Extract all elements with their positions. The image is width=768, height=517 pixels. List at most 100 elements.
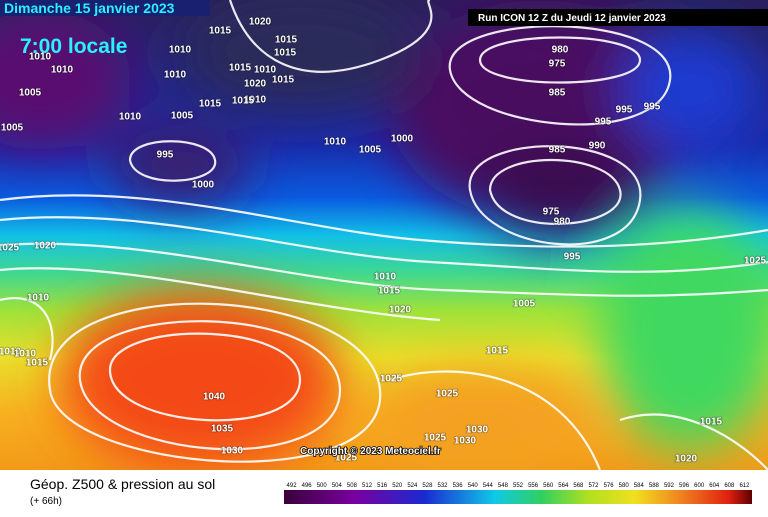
legend-title: Géop. Z500 & pression au sol: [30, 476, 215, 492]
isobar-label: 1005: [19, 88, 42, 99]
isobar-label: 1010: [164, 70, 187, 81]
isobar-label: 1035: [211, 424, 234, 435]
scale-label: 588: [649, 483, 660, 489]
isobar-label: 975: [543, 207, 560, 218]
scale-label: 556: [528, 483, 539, 489]
isobar-label: 1025: [335, 453, 358, 464]
isobar-label: 1010: [119, 112, 142, 123]
isobar-label: 975: [549, 59, 566, 70]
isobar-label: 980: [552, 45, 569, 56]
isobar-label: 1005: [359, 145, 382, 156]
isobar-label: 1010: [14, 349, 37, 360]
scale-label: 492: [287, 483, 298, 489]
isobar-label: 1020: [675, 454, 698, 465]
isobar-label: 995: [616, 105, 633, 116]
isobar-label: 1015: [486, 346, 509, 357]
isobar-label: 1010: [324, 137, 347, 148]
isobar-label: 980: [554, 217, 571, 228]
scale-label: 572: [588, 483, 599, 489]
field: [0, 0, 768, 471]
scale-label: 548: [498, 483, 509, 489]
scale-label: 512: [362, 483, 373, 489]
scale-label: 528: [422, 483, 433, 489]
isobar-label: 1030: [454, 436, 477, 447]
isobar-label: 995: [644, 102, 661, 113]
isobar-label: 1010: [51, 65, 74, 76]
isobar-label: 1010: [374, 272, 397, 283]
isobar-label: 1005: [171, 111, 194, 122]
isobar-labels: 1010101010101005100510101005101510101010…: [0, 0, 767, 465]
isobar-label: 995: [157, 150, 174, 161]
isobar-label: 1015: [209, 26, 232, 37]
isobar-label: 985: [549, 88, 566, 99]
isobar-label: 1040: [203, 392, 226, 403]
color-scale: [284, 490, 752, 504]
isobar-label: 985: [549, 145, 566, 156]
isobar-label: 1015: [199, 99, 222, 110]
isobar-label: 1015: [232, 96, 255, 107]
scale-label: 524: [407, 483, 418, 489]
isobar-label: 1025: [0, 243, 20, 254]
isobar-label: 1020: [34, 241, 57, 252]
isobar-label: 1015: [700, 417, 723, 428]
isobar-label: 990: [589, 141, 606, 152]
scale-label: 544: [483, 483, 494, 489]
scale-label: 600: [694, 483, 705, 489]
scale-label: 516: [377, 483, 388, 489]
isobar-label: 1015: [272, 75, 295, 86]
scale-label: 500: [317, 483, 328, 489]
scale-label: 536: [453, 483, 464, 489]
isobar-label: 1000: [391, 134, 414, 145]
isobar-label: 1025: [436, 389, 459, 400]
isobar-label: 1020: [244, 79, 267, 90]
scale-label: 580: [619, 483, 630, 489]
scale-label: 596: [679, 483, 690, 489]
isobar-label: 1010: [254, 65, 277, 76]
scale-label: 552: [513, 483, 524, 489]
isobar-label: 1025: [744, 256, 767, 267]
scale-label: 532: [438, 483, 449, 489]
scale-label: 576: [604, 483, 615, 489]
scale-label: 608: [724, 483, 735, 489]
isobar-label: 1010: [29, 52, 52, 63]
isobar-label: 1015: [229, 63, 252, 74]
scale-label: 560: [543, 483, 554, 489]
scale-label: 604: [709, 483, 720, 489]
isobar-label: 1030: [221, 446, 244, 457]
isobar-label: 995: [595, 117, 612, 128]
scale-label: 564: [558, 483, 569, 489]
isobar-label: 1010: [0, 347, 22, 358]
local-time: 7:00 locale: [20, 35, 127, 58]
isobar-label: 1010: [27, 293, 50, 304]
isobar-label: 1010: [244, 95, 267, 106]
map-date: Dimanche 15 janvier 2023: [4, 0, 175, 16]
isobar-label: 1015: [275, 35, 298, 46]
scale-label: 504: [332, 483, 343, 489]
isobar-label: 995: [564, 252, 581, 263]
copyright: Copyright © 2023 Meteociel.fr: [300, 446, 441, 457]
isobar-label: 1000: [192, 180, 215, 191]
scale-label: 592: [664, 483, 675, 489]
lead-time: (+ 66h): [30, 496, 62, 507]
isobar-label: 1010: [169, 45, 192, 56]
scale-label: 540: [468, 483, 479, 489]
isobar-label: 1005: [513, 299, 536, 310]
isobar-label: 1015: [26, 358, 49, 369]
isobar-label: 1025: [380, 374, 403, 385]
scale-label: 520: [392, 483, 403, 489]
scale-labels: 492 496 500 504 508 512 516 520 524 528 532 536 540 5…: [287, 483, 751, 489]
isobar-label: 1020: [249, 17, 272, 28]
isobar-label: 1005: [1, 123, 24, 134]
scale-label: 584: [634, 483, 645, 489]
isobar-label: 1030: [466, 425, 489, 436]
scale-label: 508: [347, 483, 358, 489]
title-bg: [0, 0, 210, 16]
isobar-label: 1015: [378, 286, 401, 297]
scale-label: 612: [739, 483, 750, 489]
run-bg: [468, 9, 768, 26]
run-info: Run ICON 12 Z du Jeudi 12 janvier 2023: [478, 13, 666, 24]
scale-label: 568: [573, 483, 584, 489]
isobar-label: 1015: [274, 48, 297, 59]
isobar-label: 1025: [424, 433, 447, 444]
